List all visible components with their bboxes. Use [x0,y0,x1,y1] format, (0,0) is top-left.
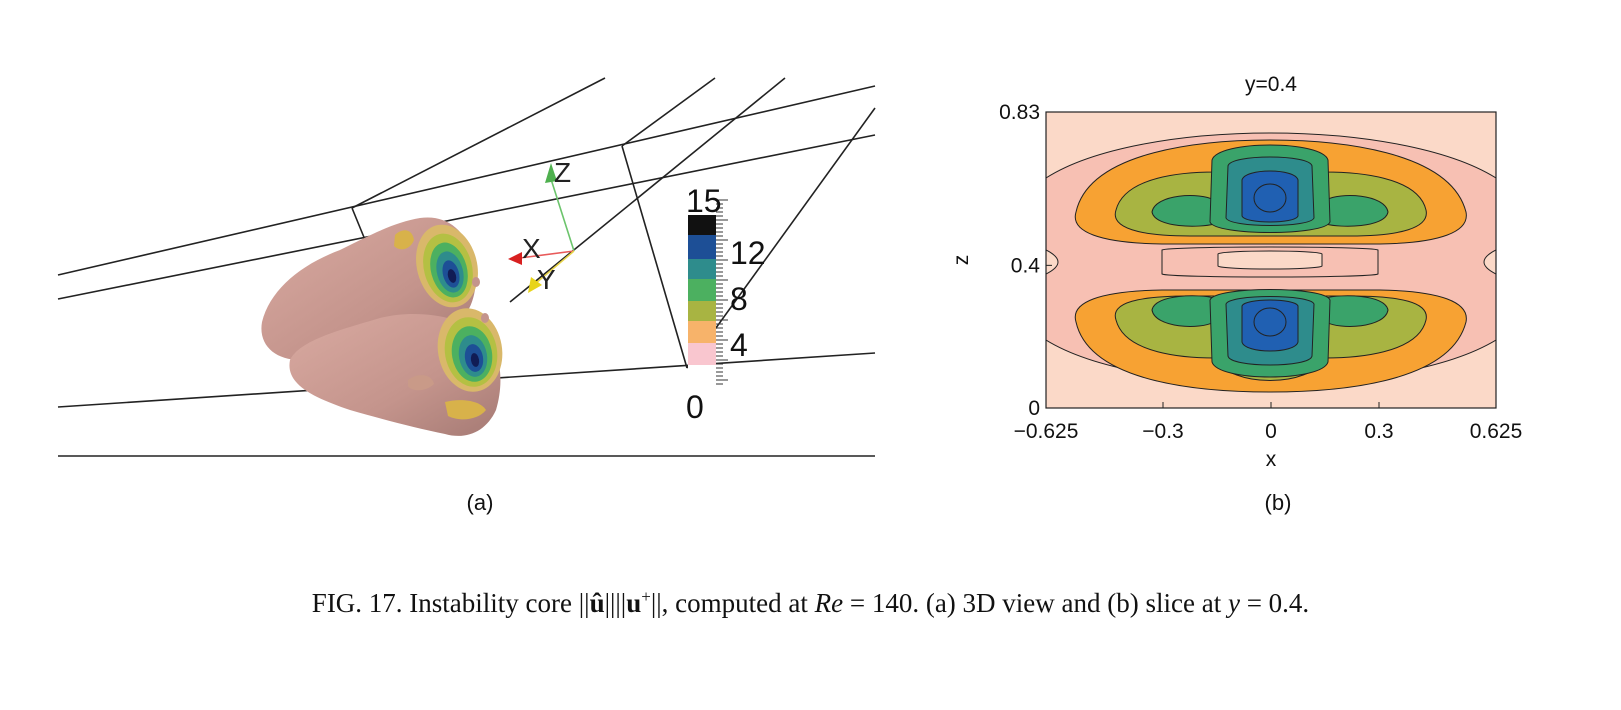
caption-u-hat: û [589,588,605,618]
contour-field [1046,112,1496,408]
caption-y-var: y [1227,588,1240,618]
x-tick-label: 0.625 [1470,420,1523,443]
y-tick-label: 0.4 [1011,254,1041,277]
x-tick-label: −0.625 [1014,420,1079,443]
z-axis-label: Z [554,157,571,188]
x-axis-title: x [1266,448,1277,471]
y-tick-label: 0 [1028,397,1040,420]
caption-sup: + [641,587,651,606]
panel-a-3d-view: Z X Y 15 12 8 4 0 (a) [57,77,876,515]
lower-core-section [437,308,503,392]
caption-after-norm: ||, computed at [650,588,815,618]
contour-center-inner [1217,250,1323,270]
chart-title: y=0.4 [1245,73,1297,96]
axis-tick-labels: −0.625 −0.3 0 0.3 0.625 0 0.4 0.83 [999,101,1522,443]
colorbar-tick-12: 12 [730,235,766,271]
colorbar-tick-15: 15 [686,183,722,219]
z-axis-arrow-icon [545,163,557,183]
y-axis-label: Y [537,264,556,295]
panel-a-label: (a) [467,490,494,515]
colorbar-tick-0: 0 [686,389,704,425]
caption-re-value: = 140. (a) 3D view and (b) slice at [843,588,1228,618]
axes-triad: Z X Y [508,157,575,295]
caption-middle: |||| [604,588,627,618]
caption-y-value: = 0.4. [1239,588,1310,618]
contour-level-6-top [1241,170,1299,223]
colorbar-tick-8: 8 [730,281,748,317]
axis-ticks [1045,111,1497,409]
x-tick-label: 0 [1265,420,1277,443]
x-tick-label: −0.3 [1142,420,1183,443]
panel-b-slice: y=0.4 [950,73,1522,515]
upper-core-section [416,224,478,308]
colorbar: 15 12 8 4 0 [686,183,766,425]
caption-u-plus: u [626,588,642,618]
colorbar-tick-4: 4 [730,327,748,363]
x-axis-arrow-icon [508,252,522,265]
vortex-isosurface [261,217,503,436]
y-axis-title: z [950,255,973,266]
panel-b-label: (b) [1265,490,1292,515]
y-tick-label: 0.83 [999,101,1040,124]
contour-level-6-bottom [1241,299,1299,352]
caption-prefix: FIG. 17. Instability core || [311,588,590,618]
figure-caption: FIG. 17. Instability core ||û||||u+||, c… [0,588,1621,619]
x-tick-label: 0.3 [1364,420,1393,443]
caption-re-var: Re [814,588,844,618]
y-axis-arrow-icon [528,277,542,293]
x-axis-label: X [522,233,541,264]
